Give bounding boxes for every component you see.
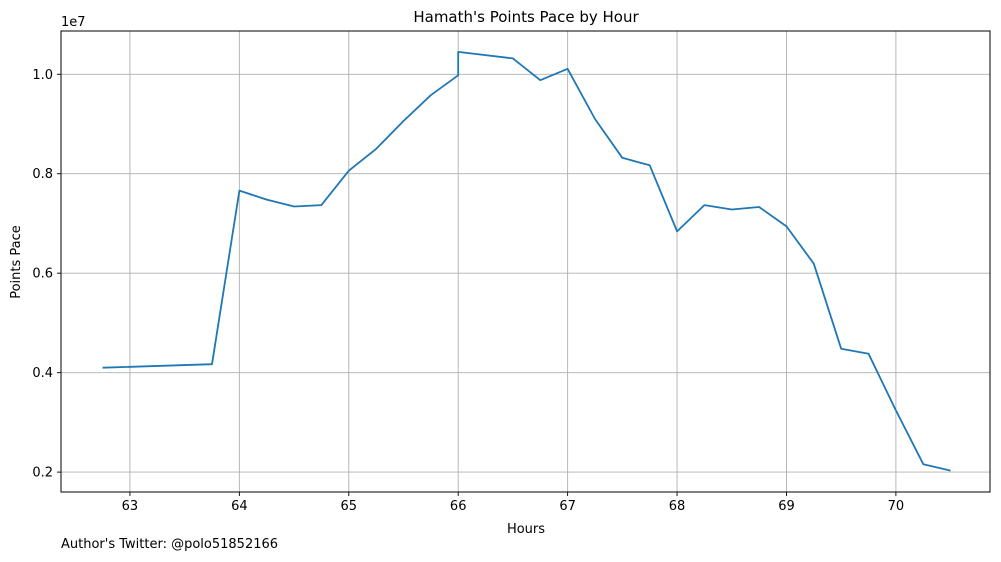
x-axis-label: Hours: [507, 522, 545, 537]
y-axis-label: Points Pace: [9, 225, 24, 299]
author-note: Author's Twitter: @polo51852166: [61, 537, 279, 552]
grid: [61, 31, 990, 492]
x-tick-label: 66: [450, 499, 467, 514]
series-layer: [102, 51, 951, 472]
x-tick-label: 70: [888, 499, 905, 514]
x-tick-label: 64: [231, 499, 248, 514]
y-tick-label: 0.6: [32, 267, 53, 282]
y-axis-offset-label: 1e7: [61, 15, 86, 30]
series-line: [102, 51, 951, 472]
y-tick-label: 1.0: [32, 68, 53, 83]
y-tick-label: 0.4: [32, 366, 53, 381]
x-tick-label: 69: [778, 499, 795, 514]
x-tick-label: 63: [122, 499, 139, 514]
x-tick-label: 68: [669, 499, 686, 514]
y-tick-label: 0.8: [32, 167, 53, 182]
x-axis: 63 64 65 66 67 68 69 70: [122, 492, 905, 514]
x-tick-label: 67: [559, 499, 576, 514]
chart-title: Hamath's Points Pace by Hour: [413, 8, 639, 26]
x-tick-label: 65: [341, 499, 358, 514]
y-tick-label: 0.2: [32, 466, 53, 481]
y-axis: 0.2 0.4 0.6 0.8 1.0: [32, 68, 61, 481]
plot-frame: [60, 30, 991, 493]
